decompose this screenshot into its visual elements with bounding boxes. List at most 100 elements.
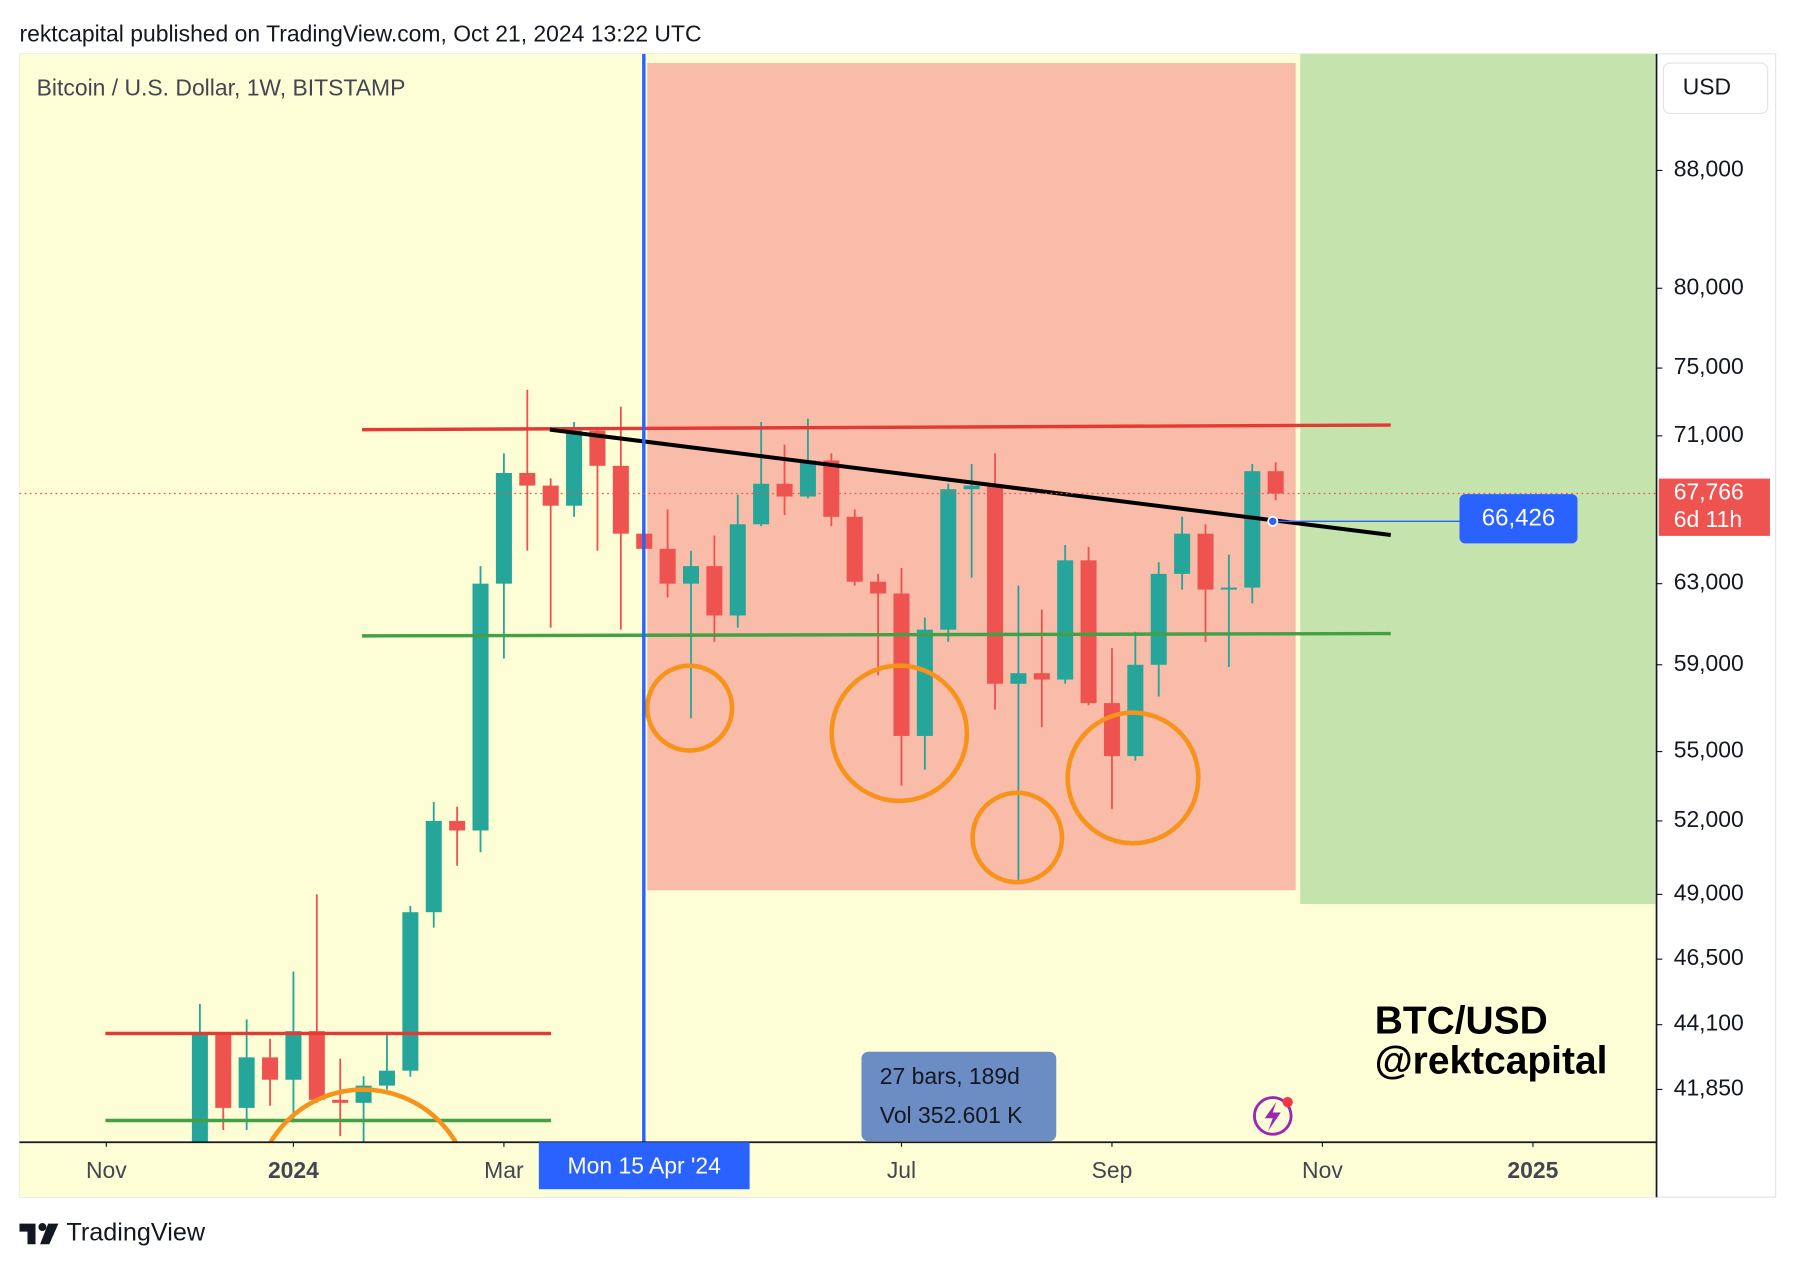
y-tick-label: 75,000 — [1674, 353, 1744, 379]
y-tick-label: 41,850 — [1674, 1074, 1744, 1100]
currency-label[interactable]: USD — [1683, 73, 1731, 99]
crosshair-date-box — [538, 1142, 750, 1190]
candle-body — [1057, 560, 1074, 680]
measure-volume: Vol 352.601 K — [880, 1102, 1023, 1128]
candle-body — [1010, 673, 1027, 684]
candle-body — [987, 485, 1004, 684]
x-tick-label: Sep — [1092, 1157, 1133, 1183]
candle-body — [1197, 533, 1214, 590]
alert-badge[interactable] — [1282, 1097, 1293, 1108]
candle-body — [191, 1033, 208, 1143]
candle-body — [495, 472, 512, 584]
alert-bolt[interactable] — [1264, 1102, 1281, 1131]
support-line — [362, 631, 1391, 638]
candle-body — [846, 516, 863, 582]
candle-body — [332, 1099, 349, 1103]
logo-mark — [19, 1223, 36, 1245]
candles — [191, 389, 1284, 1143]
price-pointer-dot — [1267, 515, 1279, 527]
y-tick-label: 71,000 — [1674, 421, 1744, 447]
candle-body — [916, 629, 933, 736]
candle-body — [870, 581, 887, 594]
candle-body — [963, 485, 980, 490]
candle-body — [425, 820, 442, 913]
candle-body — [1033, 673, 1050, 680]
y-tick-label: 49,000 — [1674, 879, 1744, 905]
candle-body — [659, 548, 676, 584]
candle-body — [823, 460, 840, 517]
x-tick-label: 2024 — [268, 1157, 319, 1183]
candle-body — [1080, 560, 1097, 704]
trendline — [549, 427, 1392, 538]
y-tick-label: 52,000 — [1674, 806, 1744, 832]
x-tick-label: 2025 — [1507, 1157, 1558, 1183]
y-tick-label: 44,100 — [1674, 1010, 1744, 1036]
candle-body — [776, 483, 793, 497]
candle-body — [566, 430, 583, 506]
candle-body — [378, 1070, 395, 1086]
y-tick-label: 88,000 — [1674, 155, 1744, 181]
candle-body — [308, 1031, 325, 1100]
drawings-front — [105, 53, 1460, 1143]
countdown-label: 6d 11h — [1674, 506, 1742, 532]
candle-body — [285, 1031, 302, 1080]
candle-body — [215, 1033, 232, 1108]
highlight-circle — [970, 790, 1065, 885]
highlight-circle — [1065, 710, 1201, 846]
candle-body — [472, 583, 489, 831]
measure-bars: 27 bars, 189d — [880, 1063, 1020, 1089]
currency-button[interactable] — [1662, 62, 1769, 114]
candle-body — [1150, 573, 1167, 665]
y-tick-label: 55,000 — [1674, 737, 1744, 763]
candle-body — [1244, 471, 1261, 588]
candle-body — [1220, 587, 1237, 590]
y-tick-label: 59,000 — [1674, 650, 1744, 676]
x-tick-label: Jul — [887, 1157, 916, 1183]
logo-mark — [40, 1223, 59, 1245]
candle-body — [238, 1057, 255, 1108]
watermark-author: @rektcapital — [1375, 1039, 1608, 1082]
highlight-circle — [267, 1087, 459, 1143]
highlight-circle — [829, 663, 970, 804]
candle-body — [1103, 703, 1120, 757]
x-tick-label: Nov — [86, 1157, 127, 1183]
crosshair-date-label: Mon 15 Apr '24 — [568, 1153, 722, 1179]
footer-brand: TradingView — [66, 1219, 205, 1247]
candle-body — [449, 820, 466, 831]
candle-body — [1174, 533, 1191, 574]
chart-title: Bitcoin / U.S. Dollar, 1W, BITSTAMP — [37, 74, 406, 100]
drawings-back — [647, 53, 1656, 904]
last-price-box — [1658, 478, 1770, 536]
target-zone — [1300, 53, 1656, 904]
candle-body — [799, 460, 816, 497]
alert-icon[interactable] — [1252, 1096, 1293, 1136]
candle-body — [729, 524, 746, 616]
candle-body — [612, 465, 629, 534]
y-tick-label: 80,000 — [1674, 273, 1744, 299]
y-tick-label: 46,500 — [1674, 944, 1744, 970]
candle-body — [589, 430, 606, 466]
candle-body — [753, 483, 770, 525]
x-tick-label: Mar — [484, 1157, 524, 1183]
candle-body — [262, 1057, 279, 1080]
time-axis-background — [19, 1142, 1657, 1198]
publish-header: rektcapital published on TradingView.com… — [19, 21, 701, 47]
alert-ring[interactable] — [1252, 1096, 1293, 1136]
tradingview-logo — [19, 1223, 59, 1245]
resistance-line — [362, 423, 1391, 432]
candle-body — [706, 566, 723, 616]
candle-body — [682, 566, 700, 584]
highlight-circle — [644, 663, 735, 753]
y-tick-label: 63,000 — [1674, 569, 1744, 595]
candle-body — [402, 912, 419, 1071]
logo-mark — [38, 1223, 47, 1232]
candle-body — [519, 472, 536, 486]
x-tick-label: Nov — [1302, 1157, 1343, 1183]
candle-body — [1267, 471, 1284, 494]
trendline-price-box — [1459, 494, 1578, 544]
last-price-label: 67,766 — [1674, 479, 1744, 505]
candle-body — [940, 489, 957, 630]
